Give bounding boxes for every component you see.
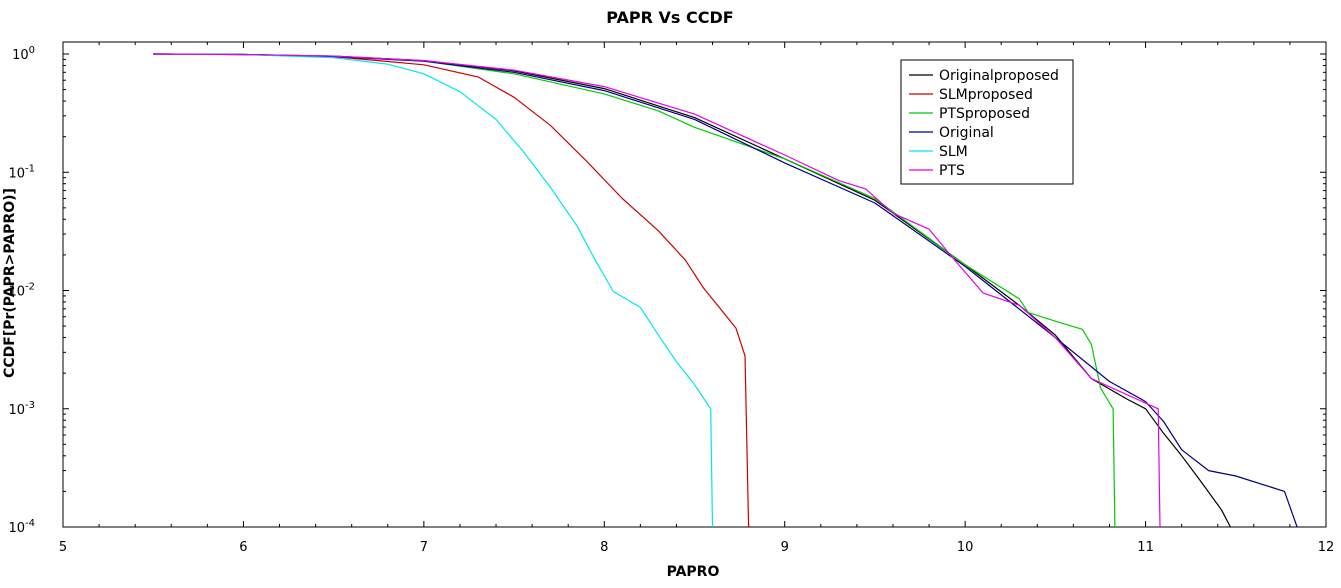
- y-tick-labels: 100 10-1 10-2 10-3 10-4: [8, 45, 35, 536]
- x-tick-label: 9: [781, 540, 789, 555]
- legend-entry-label: PTSproposed: [939, 106, 1030, 122]
- chart-title: PAPR Vs CCDF: [606, 8, 733, 27]
- x-axis-label: PAPRO: [667, 564, 720, 580]
- axis-ticks: [62, 42, 1327, 528]
- legend-entry-label: Originalproposed: [939, 68, 1059, 84]
- y-tick-label: 10-1: [8, 163, 35, 181]
- legend-entry-label: Original: [939, 125, 994, 141]
- y-tick-label: 10-3: [8, 400, 35, 418]
- legend: Originalproposed SLMproposed PTSproposed Or…: [900, 59, 1074, 185]
- x-tick-label: 8: [600, 540, 608, 555]
- series-line-slm: [153, 53, 714, 528]
- series-line-pts: [153, 53, 1161, 528]
- y-tick-label: 10-2: [8, 282, 35, 300]
- series-line-slmproposed: [153, 53, 750, 528]
- series-layer: [153, 53, 1298, 528]
- x-tick-label: 5: [59, 540, 67, 555]
- x-tick-label: 12: [1318, 540, 1335, 555]
- legend-entry-label: SLM: [939, 144, 968, 160]
- series-line-original: [153, 53, 1298, 528]
- legend-entry-label: PTS: [939, 163, 965, 179]
- x-tick-labels: 5 6 7 8 9 10 11 12: [59, 540, 1334, 555]
- plot-frame: [62, 41, 1327, 528]
- y-tick-label: 10-4: [8, 518, 35, 536]
- x-tick-label: 6: [239, 540, 247, 555]
- legend-entry-label: SLMproposed: [939, 87, 1033, 103]
- x-tick-label: 11: [1137, 540, 1154, 555]
- legend-box: [900, 59, 1074, 185]
- x-tick-label: 10: [957, 540, 974, 555]
- y-axis-label: CCDF[Pr(PAPR>PAPRO)]: [2, 188, 18, 378]
- y-tick-label: 100: [12, 45, 35, 63]
- x-tick-label: 7: [420, 540, 428, 555]
